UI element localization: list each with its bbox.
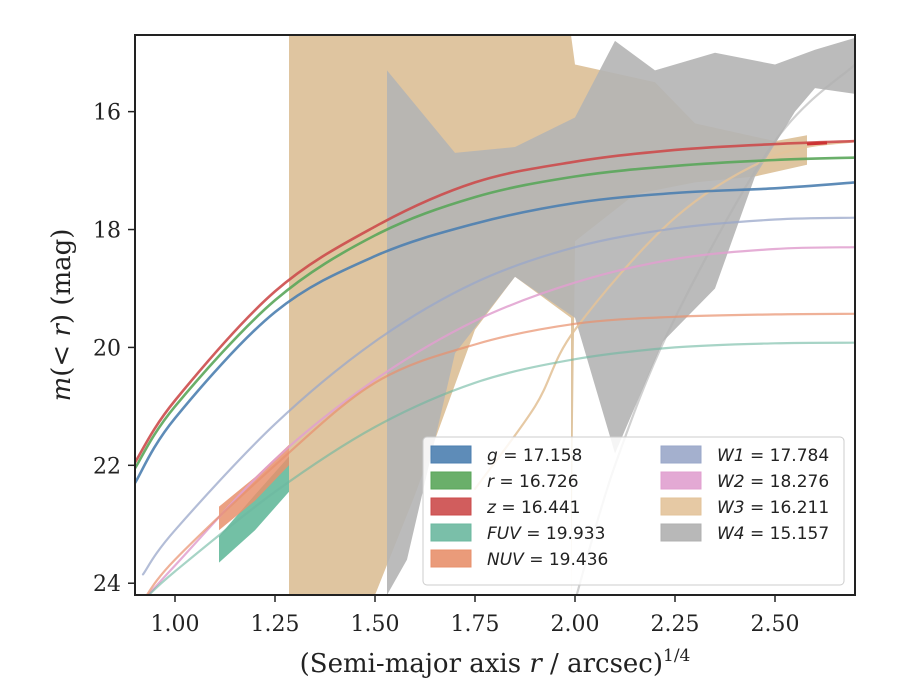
y-axis-label: m(< r) (mag)	[47, 229, 77, 402]
band-nuv	[219, 444, 289, 531]
legend-label-w2: W2 = 18.276	[717, 472, 829, 492]
legend-swatch-nuv	[430, 549, 472, 568]
x-tick-label: 1.00	[151, 612, 200, 637]
legend-label-z: z = 16.441	[486, 498, 580, 518]
series-z-end-mark	[806, 141, 828, 146]
legend-swatch-w4	[660, 523, 702, 542]
y-tick-label: 16	[93, 101, 121, 126]
legend-box	[422, 436, 845, 586]
x-tick-label: 1.75	[451, 612, 500, 637]
legend-label-g: g = 17.158	[487, 446, 582, 466]
plot-frame	[134, 34, 856, 596]
series-line-nuv	[145, 312, 855, 595]
legend-swatch-fuv	[430, 523, 472, 542]
legend-swatch-w3	[660, 497, 702, 516]
x-tick-label: 2.50	[751, 612, 800, 637]
series-line-g	[135, 181, 855, 485]
y-axis: 16 18 20 22 24	[93, 101, 135, 597]
x-axis: 1.00 1.25 1.50 1.75 2.00 2.25 2.50	[151, 595, 800, 637]
series-line-w3	[473, 140, 855, 490]
x-tick-label: 2.00	[551, 612, 600, 637]
legend-swatch-g	[430, 445, 472, 464]
x-tick-label: 2.25	[651, 612, 700, 637]
y-tick-label: 20	[93, 336, 121, 361]
y-tick-label: 18	[93, 219, 121, 244]
legend-label-fuv: FUV = 19.933	[487, 524, 605, 544]
series-line-r	[135, 156, 855, 470]
series-line-z	[135, 139, 855, 464]
y-tick-label: 22	[93, 454, 121, 479]
legend-label-w4: W4 = 15.157	[717, 524, 829, 544]
legend-swatch-z	[430, 497, 472, 516]
legend: g = 17.158 r = 16.726 z = 16.441 FUV = 19.9…	[422, 436, 845, 586]
legend-label-w1: W1 = 17.784	[717, 446, 829, 466]
band-w4	[387, 37, 855, 595]
legend-swatch-w2	[660, 471, 702, 490]
y-tick-label: 24	[93, 572, 121, 597]
series-line-w1	[141, 216, 855, 576]
legend-label-r: r = 16.726	[487, 472, 579, 492]
series-line-fuv	[147, 341, 855, 595]
legend-label-w3: W3 = 16.211	[717, 498, 829, 518]
x-tick-label: 1.50	[351, 612, 400, 637]
legend-label-nuv: NUV = 19.436	[487, 550, 608, 570]
plot-area	[135, 35, 855, 595]
x-axis-label: (Semi-major axis r / arcsec)1/4	[300, 646, 691, 679]
legend-swatch-w1	[660, 445, 702, 464]
x-tick-label: 1.25	[251, 612, 300, 637]
legend-swatch-r	[430, 471, 472, 490]
